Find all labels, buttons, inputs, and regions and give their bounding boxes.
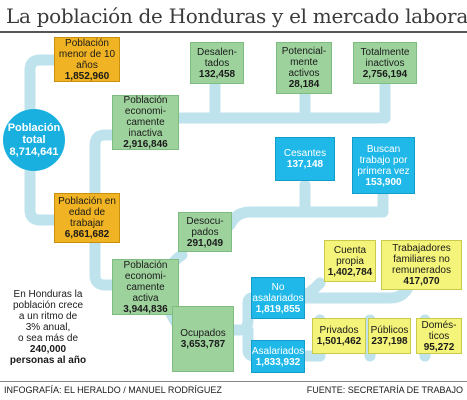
node-cuenta-propia: Cuenta propia 1,402,784 xyxy=(324,240,376,282)
node-label: Población menor de 10 años xyxy=(58,37,116,71)
growth-note-line: población crece xyxy=(12,300,84,311)
node-publicos: Públicos 237,198 xyxy=(368,318,411,354)
node-label: Totalmente inactivos xyxy=(360,46,410,69)
node-asalariados: Asalariados 1,833,932 xyxy=(251,340,305,373)
footer-divider xyxy=(0,381,467,382)
node-label: Población en edad de trabajar xyxy=(58,196,116,229)
node-label: Ocupados xyxy=(180,328,226,339)
node-value: 3,653,787 xyxy=(180,339,226,350)
node-ocupados: Ocupados 3,653,787 xyxy=(172,306,234,372)
node-value: 417,070 xyxy=(403,276,440,287)
node-label: Potencial- mente activos xyxy=(281,46,327,79)
growth-note: En Honduras la población crece a un ritm… xyxy=(4,289,92,366)
growth-note-line: a un ritmo de xyxy=(18,311,78,322)
node-value: 2,756,194 xyxy=(362,68,408,80)
data-source: FUENTE: SECRETARÍA DE TRABAJO xyxy=(306,385,463,395)
node-privados: Privados 1,501,462 xyxy=(312,318,366,354)
total-population-value: 8,714,641 xyxy=(9,146,59,158)
node-value: 95,272 xyxy=(423,341,455,353)
connector-inactiva-categories xyxy=(154,69,391,141)
infographic-credit: INFOGRAFÍA: EL HERALDO / MANUEL RODRÍGUE… xyxy=(4,385,222,395)
total-population-circle: Población total 8,714,641 xyxy=(3,109,65,171)
node-poblacion-inactiva: Población economi- camente inactiva 2,91… xyxy=(112,95,179,150)
growth-note-line: o sea más de xyxy=(17,333,79,344)
node-value: 1,819,855 xyxy=(255,303,301,315)
node-label: Desocu- pados xyxy=(186,215,224,238)
growth-note-line: En Honduras la xyxy=(13,289,83,300)
node-value: 237,198 xyxy=(371,336,408,347)
node-label: Asalariados xyxy=(251,345,305,357)
node-value: 137,148 xyxy=(286,159,324,170)
node-potencialmente-activos: Potencial- mente activos 28,184 xyxy=(276,42,332,94)
total-population-label-2: total xyxy=(22,134,46,146)
node-value: 6,861,682 xyxy=(64,229,110,240)
node-value: 291,049 xyxy=(186,237,224,249)
node-familiares-no-remunerados: Trabajadores familiares no remunerados 4… xyxy=(381,240,462,290)
node-value: 132,458 xyxy=(198,68,236,80)
node-cesantes: Cesantes 137,148 xyxy=(275,137,335,181)
node-desocupados: Desocu- pados 291,049 xyxy=(178,212,232,252)
node-totalmente-inactivos: Totalmente inactivos 2,756,194 xyxy=(353,42,417,84)
node-value: 3,944,836 xyxy=(123,303,168,315)
node-buscan-trabajo: Buscan trabajo por primera vez 153,900 xyxy=(352,137,415,194)
node-label: Trabajadores familiares no remunerados xyxy=(392,243,451,276)
node-label: Buscan trabajo por primera vez xyxy=(357,143,410,177)
page-title: La población de Honduras y el mercado la… xyxy=(6,4,467,28)
node-label: Cuenta propia xyxy=(333,244,367,267)
node-value: 1,852,960 xyxy=(64,70,110,82)
title-divider xyxy=(0,31,467,33)
node-value: 1,501,462 xyxy=(316,336,362,347)
node-label: No asalariados xyxy=(252,281,304,304)
node-menor-10-anos: Población menor de 10 años 1,852,960 xyxy=(54,37,120,82)
total-population-label: Población xyxy=(7,122,61,134)
connector-edad-to-inactiva-activa xyxy=(89,129,121,291)
node-label: Desalen- tados xyxy=(196,46,238,69)
node-domesticos: Domés- ticos 95,272 xyxy=(416,318,462,354)
growth-note-figure: 240,000 xyxy=(29,344,67,355)
node-label: Domés- ticos xyxy=(421,319,457,342)
node-edad-de-trabajar: Población en edad de trabajar 6,861,682 xyxy=(54,193,120,243)
node-value: 2,916,846 xyxy=(123,139,168,150)
node-label: Privados xyxy=(319,325,359,336)
node-label: Población economi- camente activa xyxy=(123,259,168,304)
node-label: Población economi- camente inactiva xyxy=(123,95,168,139)
node-poblacion-activa: Población economi- camente activa 3,944,… xyxy=(112,259,179,315)
node-desalentados: Desalen- tados 132,458 xyxy=(190,42,244,84)
connector-total-split xyxy=(24,54,64,226)
node-value: 1,833,932 xyxy=(255,356,301,368)
growth-note-line: 3% anual, xyxy=(25,322,71,333)
node-label: Públicos xyxy=(370,325,409,336)
node-value: 28,184 xyxy=(288,79,320,90)
node-label: Cesantes xyxy=(283,148,327,159)
node-value: 1,402,784 xyxy=(327,266,373,278)
node-no-asalariados: No asalariados 1,819,855 xyxy=(251,277,305,319)
growth-note-figure-unit: personas al año xyxy=(9,355,87,366)
node-value: 153,900 xyxy=(365,176,402,188)
